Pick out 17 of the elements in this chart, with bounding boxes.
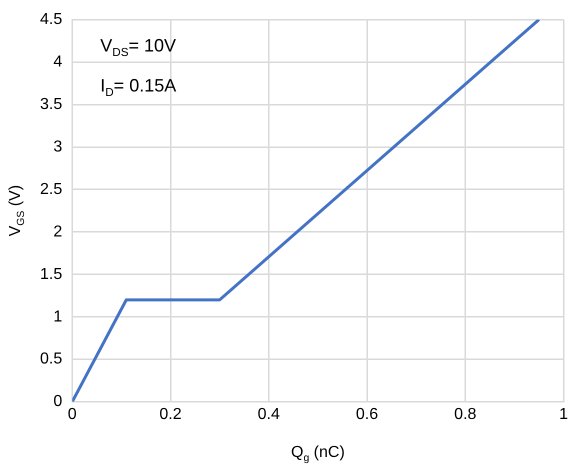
x-tick-label: 0.6 xyxy=(356,406,378,423)
x-tick-label: 1 xyxy=(559,406,568,423)
x-tick-label: 0.8 xyxy=(454,406,477,423)
y-tick-label: 4.5 xyxy=(40,11,62,28)
y-tick-label: 4 xyxy=(53,53,62,70)
y-tick-label: 1 xyxy=(53,308,62,326)
y-tick-label: 3 xyxy=(53,138,62,156)
y-axis-title: VGS (V) xyxy=(7,184,28,236)
y-tick-label: 2.5 xyxy=(40,180,62,198)
x-tick-label: 0.4 xyxy=(258,406,280,423)
y-tick-label: 0 xyxy=(53,393,62,410)
y-tick-label: 3.5 xyxy=(40,96,62,113)
x-tick-label: 0 xyxy=(68,406,77,423)
x-tick-label: 0.2 xyxy=(159,406,182,423)
y-tick-label: 0.5 xyxy=(40,350,62,368)
y-tick-label: 1.5 xyxy=(40,266,62,283)
y-tick-label: 2 xyxy=(53,223,62,240)
